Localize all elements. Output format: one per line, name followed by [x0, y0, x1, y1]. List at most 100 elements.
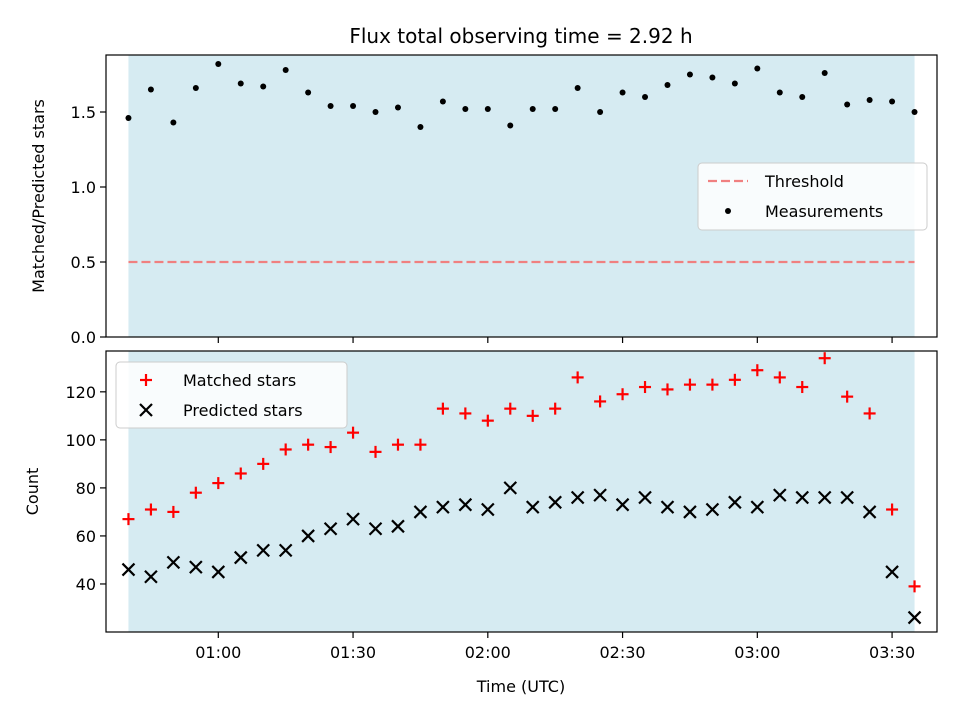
- data-point: [347, 426, 360, 439]
- data-point: [414, 438, 427, 451]
- y-tick-label: 40: [76, 575, 96, 594]
- data-point: [125, 115, 132, 121]
- series-matched-stars: [122, 352, 921, 593]
- data-point: [391, 438, 404, 451]
- legend-marker: [139, 403, 153, 417]
- data-point: [346, 512, 360, 526]
- data-point: [642, 94, 649, 100]
- data-point: [147, 86, 154, 93]
- data-point: [571, 371, 584, 384]
- data-point: [462, 106, 469, 112]
- top-panel: 0.0 0.5 1.0 1.5 Matched/Predicted stars Thres…: [29, 54, 938, 347]
- chart-title: Flux total observing time = 2.92 h: [349, 24, 692, 48]
- data-point: [683, 378, 696, 391]
- data-point: [728, 495, 742, 510]
- data-point: [597, 109, 604, 115]
- data-point: [257, 457, 270, 470]
- data-point: [144, 503, 157, 516]
- data-point: [529, 106, 536, 112]
- data-point: [885, 565, 899, 579]
- data-point: [324, 441, 337, 454]
- data-point: [369, 445, 382, 458]
- data-point: [615, 497, 630, 512]
- legend-label: Measurements: [765, 202, 883, 221]
- data-point: [189, 560, 203, 574]
- data-point: [911, 109, 918, 115]
- x-tick-label: 03:00: [734, 643, 780, 662]
- data-point: [639, 381, 652, 394]
- data-point: [192, 85, 199, 91]
- data-point: [394, 104, 401, 111]
- x-tick-label: 01:30: [330, 643, 376, 662]
- data-point: [215, 61, 222, 67]
- data-point: [167, 505, 180, 518]
- data-point: [417, 124, 424, 130]
- x-tick-label: 01:00: [195, 643, 241, 662]
- data-point: [260, 83, 267, 90]
- y-tick-label: 0.5: [71, 253, 96, 272]
- data-point: [458, 497, 473, 512]
- data-point: [504, 402, 517, 415]
- data-point: [391, 519, 405, 534]
- data-point: [211, 565, 226, 579]
- y-tick-label: 0.0: [71, 328, 96, 347]
- data-point: [593, 488, 607, 502]
- data-point: [552, 106, 559, 112]
- data-point: [302, 438, 315, 451]
- data-point: [189, 486, 202, 499]
- data-point: [751, 364, 764, 377]
- data-point: [413, 505, 428, 519]
- data-point: [121, 562, 136, 577]
- data-point: [660, 500, 675, 514]
- data-point: [481, 502, 495, 517]
- legend: Threshold Measurements: [697, 162, 928, 231]
- data-point: [436, 402, 449, 415]
- data-point: [279, 443, 292, 456]
- data-point: [368, 521, 383, 536]
- data-point: [863, 407, 876, 420]
- legend-box: [115, 361, 348, 429]
- data-point: [862, 505, 877, 519]
- data-point: [234, 467, 247, 480]
- data-point: [526, 409, 539, 422]
- y-tick-label: 1.0: [71, 178, 96, 197]
- data-point: [237, 80, 244, 87]
- data-point: [754, 65, 761, 72]
- data-point: [750, 500, 765, 514]
- data-point: [818, 352, 831, 365]
- data-point: [616, 388, 629, 401]
- legend-box: [697, 162, 928, 231]
- data-point: [459, 407, 472, 420]
- data-point: [144, 569, 158, 584]
- series-predicted-stars: [121, 481, 922, 625]
- data-point: [841, 390, 854, 403]
- data-point: [372, 109, 379, 115]
- data-point: [549, 402, 562, 415]
- data-point: [908, 580, 921, 593]
- data-point: [705, 502, 720, 517]
- data-point: [439, 98, 446, 105]
- data-point: [436, 500, 450, 514]
- data-point: [166, 555, 181, 570]
- data-point: [548, 495, 562, 510]
- data-point: [574, 85, 581, 91]
- data-point: [664, 82, 671, 88]
- data-point: [638, 490, 652, 505]
- data-point: [661, 383, 674, 396]
- data-point: [503, 481, 518, 495]
- data-point: [170, 119, 177, 126]
- data-point: [122, 513, 135, 526]
- data-point: [619, 89, 626, 96]
- data-point: [795, 490, 810, 505]
- x-axis-label: Time (UTC): [476, 677, 565, 696]
- data-point: [323, 521, 338, 536]
- data-point: [594, 395, 607, 408]
- data-point: [212, 477, 225, 490]
- data-point: [731, 80, 738, 87]
- data-point: [866, 97, 873, 103]
- data-point: [799, 94, 806, 100]
- data-point: [686, 71, 693, 78]
- data-point: [233, 550, 248, 565]
- data-point: [282, 67, 289, 73]
- data-point: [481, 414, 494, 427]
